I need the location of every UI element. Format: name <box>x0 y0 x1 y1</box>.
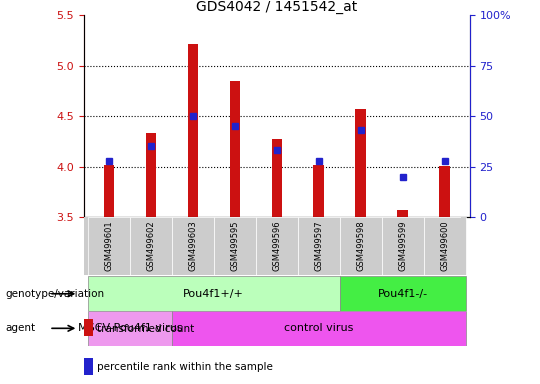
Text: GSM499596: GSM499596 <box>272 220 281 271</box>
Text: GSM499599: GSM499599 <box>398 220 407 271</box>
Bar <box>382 217 424 275</box>
Bar <box>172 217 214 275</box>
Bar <box>88 276 340 311</box>
Bar <box>424 217 465 275</box>
Text: Pou4f1+/+: Pou4f1+/+ <box>184 289 244 299</box>
Text: GSM499598: GSM499598 <box>356 220 365 271</box>
Bar <box>88 217 130 275</box>
Text: transformed count: transformed count <box>97 324 194 334</box>
Bar <box>298 217 340 275</box>
Text: percentile rank within the sample: percentile rank within the sample <box>97 362 273 372</box>
Bar <box>397 210 408 217</box>
Bar <box>256 217 298 275</box>
Title: GDS4042 / 1451542_at: GDS4042 / 1451542_at <box>196 0 357 14</box>
Bar <box>355 109 366 217</box>
Text: control virus: control virus <box>284 323 353 333</box>
Text: agent: agent <box>5 323 36 333</box>
Text: GSM499603: GSM499603 <box>188 220 197 271</box>
Text: GSM499600: GSM499600 <box>440 220 449 271</box>
Bar <box>104 165 114 217</box>
Bar <box>314 165 324 217</box>
Text: GSM499601: GSM499601 <box>104 220 113 271</box>
Bar <box>340 276 465 311</box>
Bar <box>272 139 282 217</box>
Bar <box>84 319 93 336</box>
Bar <box>172 311 465 346</box>
Text: GSM499595: GSM499595 <box>230 220 239 271</box>
Bar <box>340 217 382 275</box>
Text: GSM499602: GSM499602 <box>146 220 156 271</box>
Bar <box>230 81 240 217</box>
Bar <box>214 217 256 275</box>
Text: MSCV-Pou4f1 virus: MSCV-Pou4f1 virus <box>78 323 182 333</box>
Bar <box>84 358 93 375</box>
Bar <box>440 166 450 217</box>
Bar <box>187 44 198 217</box>
Text: GSM499597: GSM499597 <box>314 220 323 271</box>
Bar <box>88 311 172 346</box>
Text: genotype/variation: genotype/variation <box>5 289 105 299</box>
Bar <box>130 217 172 275</box>
Text: Pou4f1-/-: Pou4f1-/- <box>377 289 428 299</box>
Bar <box>146 133 156 217</box>
